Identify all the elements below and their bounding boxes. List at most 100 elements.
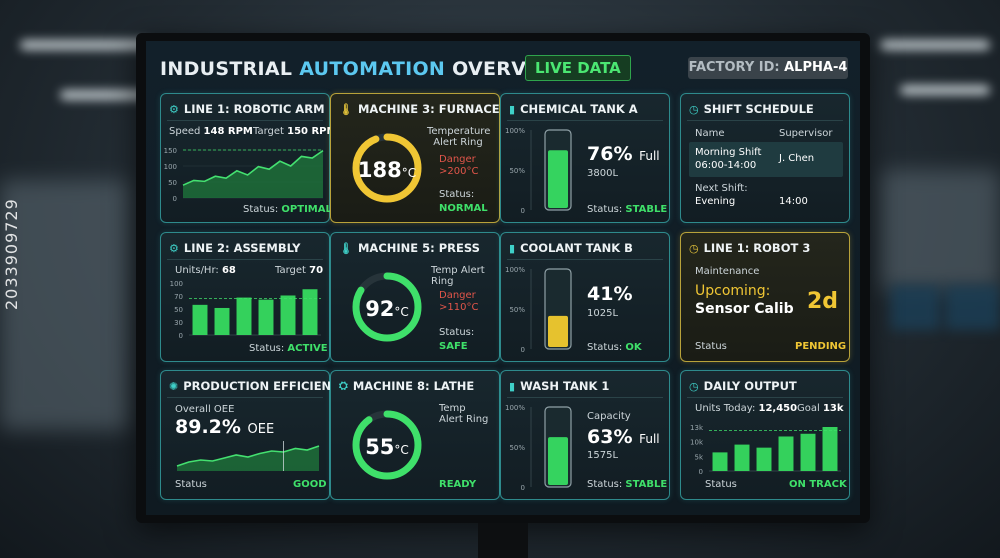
furnace-temperature: 188°C <box>357 158 417 182</box>
tick-label: 100% <box>505 127 525 135</box>
tick-label: 150 <box>164 147 177 155</box>
card-shift-schedule[interactable]: ◷ SHIFT SCHEDULE Name Supervisor Morning … <box>680 93 850 223</box>
monitor: INDUSTRIAL AUTOMATION OVERVIEW LIVE DATA… <box>136 33 870 523</box>
live-data-badge: LIVE DATA <box>525 55 631 81</box>
tank-icon: ▮ <box>509 379 516 393</box>
background-monitor <box>890 285 940 330</box>
tick-label: 5k <box>694 453 703 461</box>
chart-bar <box>800 433 816 471</box>
ring-fill <box>352 410 422 480</box>
card-line2-assembly[interactable]: ⚙ LINE 2: ASSEMBLY Units/Hr: 68 Target 70… <box>160 232 330 362</box>
card-wash-tank-1[interactable]: ▮ WASH TANK 1 100% 50% 0 Capacity 63% Full … <box>500 370 670 500</box>
clock-icon: ◷ <box>689 379 699 393</box>
status-badge: GOOD <box>293 479 327 490</box>
dashboard-screen: INDUSTRIAL AUTOMATION OVERVIEW LIVE DATA… <box>146 41 860 515</box>
tank-fill <box>548 150 568 208</box>
card-machine3-furnace[interactable]: 🌡 MACHINE 3: FURNACE 188°C Temperature Al… <box>330 93 500 223</box>
press-temperature: 92°C <box>365 297 409 321</box>
chart-line <box>182 149 324 186</box>
tick-label: 50% <box>509 306 525 314</box>
status-badge: ON TRACK <box>789 479 847 490</box>
tank-icon: ▮ <box>509 241 516 255</box>
tick-label: 13k <box>690 424 704 432</box>
tick-label: 0 <box>521 207 525 215</box>
ceiling-light <box>60 90 150 100</box>
tank-fill <box>548 315 568 347</box>
status-badge: OPTIMAL <box>281 204 332 215</box>
oee-area-chart <box>176 441 320 471</box>
tick-label: 0 <box>699 468 703 476</box>
card-production-efficiency[interactable]: ✺ PRODUCTION EFFICIENCY Overall OEE 89.2%… <box>160 370 348 500</box>
tank-level-gauge: 100% 50% 0 <box>505 127 572 215</box>
chart-bar <box>778 436 794 471</box>
card-line1-robot3[interactable]: ◷ LINE 1: ROBOT 3 Maintenance Upcoming: S… <box>680 232 850 362</box>
watermark-text: 2033909729 <box>2 198 21 310</box>
status-badge: STABLE <box>625 479 668 490</box>
card-coolant-tank-b[interactable]: ▮ COOLANT TANK B 100% 50% 0 41% 1025L Statu… <box>500 232 670 362</box>
chart-bar <box>302 289 318 335</box>
card-machine5-press[interactable]: 🌡 MACHINE 5: PRESS 92°C Temp Alert Ring D… <box>330 232 500 362</box>
chart-area <box>177 446 319 471</box>
gear-icon: ✺ <box>169 379 179 393</box>
output-bar-chart: 13k 10k 5k 0 <box>690 424 841 476</box>
lathe-temperature: 55°C <box>365 435 409 459</box>
chart-bar <box>214 307 230 335</box>
ring-fill <box>352 272 422 342</box>
temperature-ring <box>352 272 422 342</box>
tank-level-gauge: 100% 50% 0 <box>505 404 572 492</box>
chart-bar <box>822 427 838 471</box>
status-badge: STABLE <box>625 204 668 215</box>
tick-label: 30 <box>174 319 183 327</box>
card-daily-output[interactable]: ◷ DAILY OUTPUT Units Today: 12,450 Goal 1… <box>680 370 850 500</box>
clock-icon: ◷ <box>689 102 699 116</box>
lathe-icon: ⛭ <box>339 379 348 392</box>
ceiling-light <box>900 85 990 95</box>
chart-bar <box>712 452 728 471</box>
tick-label: 50 <box>168 179 177 187</box>
thermometer-icon: 🌡 <box>339 102 353 116</box>
ceiling-light <box>20 40 150 50</box>
tick-label: 50% <box>509 167 525 175</box>
ceiling-light <box>880 40 990 50</box>
tick-label: 100 <box>164 163 177 171</box>
tick-label: 100 <box>170 280 183 288</box>
chart-area <box>183 150 323 198</box>
chart-bar <box>192 304 208 335</box>
status-badge: PENDING <box>795 341 847 352</box>
chart-bar <box>734 444 750 471</box>
tick-label: 50% <box>509 444 525 452</box>
thermometer-icon: 🌡 <box>339 241 353 255</box>
tank-icon: ▮ <box>509 102 516 116</box>
tick-label: 0 <box>179 332 183 340</box>
tank-level-gauge: 100% 50% 0 <box>505 266 572 354</box>
schedule-row-current[interactable] <box>689 142 843 177</box>
robot-arm-icon: ⚙ <box>169 241 179 255</box>
chart-bar <box>236 297 252 335</box>
status-badge: OK <box>625 342 642 353</box>
factory-id-badge: FACTORY ID: ALPHA-4 <box>688 57 848 79</box>
chart-bar <box>756 447 772 471</box>
tick-label: 0 <box>521 484 525 492</box>
monitor-stand <box>478 523 528 558</box>
chart-bar <box>258 299 274 335</box>
status-badge: NORMAL <box>439 203 488 214</box>
card-line1-robotic-arm[interactable]: ⚙ LINE 1: ROBOTIC ARM Speed 148 RPM Targe… <box>160 93 336 223</box>
machine-silhouette <box>0 180 130 430</box>
tank-fill <box>548 437 568 485</box>
units-bar-chart: 100 70 50 30 0 <box>170 280 321 340</box>
robot-arm-icon: ⚙ <box>169 102 179 116</box>
chart-line <box>176 445 320 467</box>
days-remaining: 2d <box>807 289 839 314</box>
clock-icon: ◷ <box>689 241 699 255</box>
page-title: INDUSTRIAL AUTOMATION OVERVIEW <box>160 58 569 80</box>
status-badge: READY <box>439 479 477 490</box>
card-chemical-tank-a[interactable]: ▮ CHEMICAL TANK A 100% 50% 0 76% Full 3800L… <box>500 93 670 223</box>
chart-bar <box>280 295 296 335</box>
tick-label: 50 <box>174 306 183 314</box>
card-machine8-lathe[interactable]: ⛭ MACHINE 8: LATHE 55°C Temp Alert Ring R… <box>330 370 500 500</box>
speed-area-chart: 150 100 50 0 <box>164 147 324 203</box>
background-monitor <box>945 285 1000 330</box>
tick-label: 70 <box>174 293 183 301</box>
tick-label: 0 <box>521 346 525 354</box>
tick-label: 0 <box>173 195 177 203</box>
